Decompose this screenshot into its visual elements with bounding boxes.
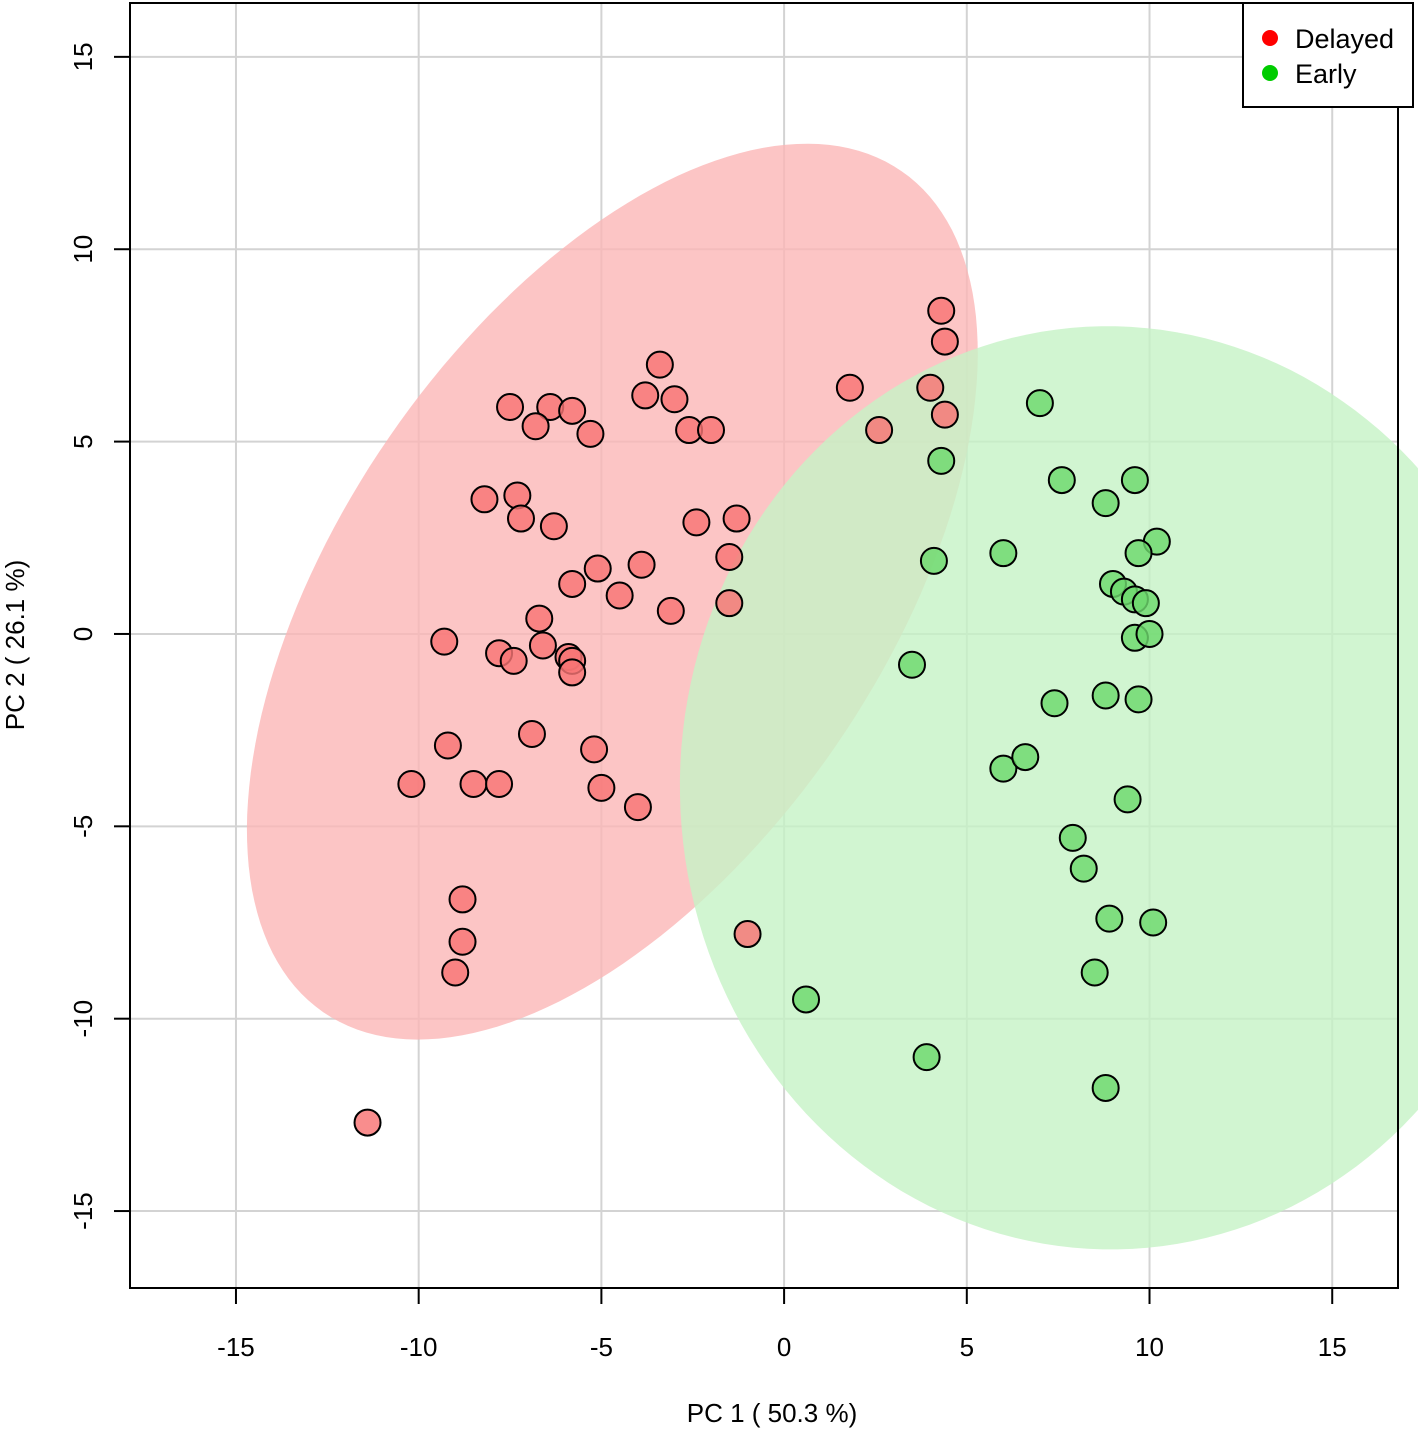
point-delayed <box>485 770 514 799</box>
point-early <box>1091 489 1120 518</box>
point-early <box>912 1043 941 1072</box>
point-delayed <box>715 589 744 618</box>
point-delayed <box>645 350 674 379</box>
point-early <box>1131 589 1160 618</box>
point-delayed <box>558 569 587 598</box>
confidence-ellipses <box>246 143 1418 1250</box>
point-early <box>1047 466 1076 495</box>
y-axis: -15 -10 -5 0 5 10 15 <box>68 42 130 1230</box>
point-delayed <box>448 885 477 914</box>
point-delayed <box>631 381 660 410</box>
point-delayed <box>660 385 689 414</box>
point-early <box>1091 681 1120 710</box>
point-delayed <box>503 481 532 510</box>
y-axis-label: PC 2 ( 26.1 %) <box>0 560 30 731</box>
point-delayed <box>521 412 550 441</box>
point-delayed <box>722 504 751 533</box>
ellipse-early <box>679 326 1418 1250</box>
point-delayed <box>517 719 546 748</box>
point-delayed <box>441 958 470 987</box>
y-tick-label: 0 <box>68 627 98 641</box>
x-tick-label: 5 <box>960 1332 974 1362</box>
y-tick-label: -10 <box>68 1000 98 1038</box>
point-early <box>989 754 1018 783</box>
point-delayed <box>459 770 488 799</box>
point-delayed <box>656 596 685 625</box>
legend-marker-delayed <box>1262 30 1278 46</box>
point-delayed <box>697 416 726 445</box>
point-delayed <box>927 296 956 325</box>
y-tick-label: -15 <box>68 1192 98 1230</box>
point-delayed <box>499 646 528 675</box>
legend-box <box>1242 2 1414 108</box>
point-delayed <box>930 400 959 429</box>
point-early <box>1011 743 1040 772</box>
point-delayed <box>605 581 634 610</box>
point-delayed <box>916 373 945 402</box>
point-early <box>1080 958 1109 987</box>
legend: Delayed Early <box>1242 2 1414 108</box>
point-early <box>919 546 948 575</box>
point-delayed <box>496 392 525 421</box>
legend-label: Delayed <box>1295 24 1394 54</box>
point-delayed <box>587 773 616 802</box>
point-delayed <box>682 508 711 537</box>
legend-marker-early <box>1262 65 1278 81</box>
point-delayed <box>930 327 959 356</box>
y-tick-label: -5 <box>68 815 98 838</box>
point-early <box>989 539 1018 568</box>
point-delayed <box>448 927 477 956</box>
point-delayed <box>353 1108 382 1137</box>
data-points <box>353 296 1171 1137</box>
point-delayed <box>865 416 894 445</box>
point-early <box>1120 466 1149 495</box>
point-delayed <box>835 373 864 402</box>
point-delayed <box>397 770 426 799</box>
point-delayed <box>430 627 459 656</box>
point-delayed <box>623 793 652 822</box>
plot-frame <box>129 2 1399 1289</box>
point-early <box>1135 619 1164 648</box>
point-early <box>1058 823 1087 852</box>
point-delayed <box>733 920 762 949</box>
point-delayed <box>580 735 609 764</box>
x-tick-label: 0 <box>777 1332 791 1362</box>
point-delayed <box>433 731 462 760</box>
point-delayed <box>576 419 605 448</box>
point-delayed <box>528 631 557 660</box>
x-tick-label: 15 <box>1318 1332 1347 1362</box>
point-delayed <box>525 604 554 633</box>
point-early <box>1069 854 1098 883</box>
y-tick-label: 15 <box>68 42 98 71</box>
x-tick-label: 10 <box>1135 1332 1164 1362</box>
point-early <box>1139 908 1168 937</box>
y-tick-label: 10 <box>68 235 98 264</box>
point-early <box>1025 389 1054 418</box>
x-tick-label: -10 <box>400 1332 438 1362</box>
point-delayed <box>539 512 568 541</box>
point-delayed <box>558 396 587 425</box>
point-delayed <box>583 554 612 583</box>
point-early <box>897 650 926 679</box>
y-tick-label: 5 <box>68 434 98 448</box>
x-axis: -15 -10 -5 0 5 10 15 <box>217 1288 1347 1362</box>
point-early <box>1113 785 1142 814</box>
point-early <box>1095 904 1124 933</box>
point-delayed <box>470 485 499 514</box>
point-early <box>927 446 956 475</box>
x-axis-label: PC 1 ( 50.3 %) <box>687 1398 858 1428</box>
point-early <box>1091 1073 1120 1102</box>
point-delayed <box>558 658 587 687</box>
point-early <box>792 985 821 1014</box>
legend-label: Early <box>1295 59 1357 89</box>
point-early <box>1124 685 1153 714</box>
point-early <box>1040 689 1069 718</box>
x-tick-label: -15 <box>217 1332 255 1362</box>
point-delayed <box>506 504 535 533</box>
point-delayed <box>627 550 656 579</box>
x-tick-label: -5 <box>590 1332 613 1362</box>
point-delayed <box>715 543 744 572</box>
point-early <box>1124 539 1153 568</box>
